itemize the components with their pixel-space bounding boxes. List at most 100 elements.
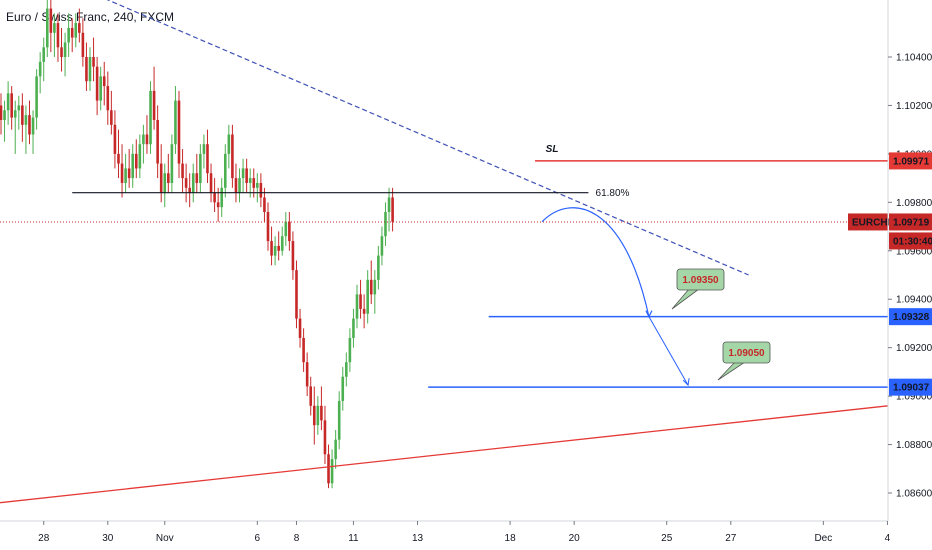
time-tick-label: 6 <box>255 533 261 544</box>
time-tick-label: 8 <box>294 533 300 544</box>
candle-body <box>74 23 78 38</box>
candle <box>142 124 145 164</box>
candle-body <box>117 153 120 164</box>
candle-body <box>348 337 352 363</box>
candle-body <box>99 76 102 101</box>
candle-body <box>13 110 17 118</box>
target-2-callout-text: 1.09050 <box>728 348 765 359</box>
candle-body <box>199 153 202 183</box>
candle-body <box>163 173 167 193</box>
candle-body <box>156 119 159 164</box>
candle <box>127 149 131 188</box>
candle-body <box>3 110 6 120</box>
candle-body <box>159 163 163 193</box>
candle <box>156 105 159 179</box>
candle <box>334 430 337 469</box>
candle <box>13 100 17 154</box>
candle <box>369 260 373 305</box>
target-1-callout-box <box>676 268 725 291</box>
price-tick-label: 1.09000 <box>896 392 932 403</box>
target-1-callout-pointer <box>671 288 701 310</box>
candle <box>330 449 334 489</box>
candle-body <box>312 405 316 426</box>
candle <box>56 13 60 62</box>
target-2-price-label: 1.09037 <box>893 383 930 394</box>
candle-body <box>170 144 174 183</box>
candle <box>234 163 238 203</box>
candle <box>110 90 113 135</box>
price-tick-label: 1.09400 <box>896 295 932 306</box>
candle <box>6 81 10 125</box>
candle-body <box>334 439 337 460</box>
candle <box>21 93 24 142</box>
candle <box>38 52 42 94</box>
candle <box>270 226 273 266</box>
candle-body <box>316 405 320 426</box>
candle <box>359 279 362 319</box>
candle-body <box>291 241 295 271</box>
time-tick-label: 27 <box>725 533 737 544</box>
candle-body <box>60 47 63 57</box>
candle <box>220 178 224 217</box>
candle-body <box>134 153 138 169</box>
candle-body <box>70 27 74 38</box>
candle-body <box>184 178 188 188</box>
candle-body <box>352 318 355 338</box>
candle-body <box>56 23 60 48</box>
candle <box>28 100 31 145</box>
candle-body <box>206 144 209 174</box>
price-tick-label: 1.09200 <box>896 343 932 354</box>
candle <box>362 294 366 329</box>
candle-body <box>149 90 152 145</box>
candle <box>209 163 213 203</box>
candle <box>10 86 13 130</box>
candle-body <box>359 294 362 309</box>
projection-line <box>648 316 689 386</box>
candle-body <box>17 105 21 111</box>
symbol-tag: EURCHF <box>852 217 894 228</box>
candle-body <box>181 163 184 179</box>
candle <box>231 124 234 188</box>
candle <box>337 391 341 450</box>
price-axis[interactable]: 1.104001.102001.100001.098001.096001.094… <box>887 0 932 521</box>
target-2-callout-box <box>722 341 771 364</box>
target-1-price-label-box <box>889 308 932 326</box>
candle-body <box>95 66 99 101</box>
price-tick-label: 1.08800 <box>896 440 932 451</box>
candle <box>159 144 163 203</box>
candle-body <box>216 202 220 208</box>
candle <box>309 376 313 416</box>
candle-body <box>174 100 177 145</box>
time-axis[interactable]: 28 30 Nov 6 8 11 13 18 20 25 27 Dec 4 <box>0 520 891 544</box>
price-tick-label: 1.10400 <box>896 53 932 64</box>
time-tick-label: 20 <box>569 533 581 544</box>
candle-body <box>131 153 135 179</box>
candle <box>355 284 359 329</box>
candle <box>60 27 63 72</box>
candle-body <box>88 57 92 82</box>
candle <box>323 405 327 464</box>
candle-body <box>366 279 369 314</box>
candle-body <box>195 173 199 183</box>
stop-loss-price-label: 1.09971 <box>893 156 930 167</box>
candle-body <box>6 93 10 111</box>
candle-body <box>145 134 149 145</box>
candle <box>67 13 70 57</box>
candle <box>152 66 156 130</box>
candle <box>138 134 142 179</box>
candle <box>102 61 106 106</box>
candle <box>45 0 49 57</box>
time-tick-label: 28 <box>38 533 50 544</box>
candle-body <box>295 270 298 319</box>
candle <box>134 139 138 179</box>
candle <box>377 245 380 290</box>
candle-body <box>302 337 305 363</box>
candle <box>3 100 6 142</box>
candle-body <box>263 197 266 213</box>
candle-body <box>273 245 277 256</box>
price-tick-label: 1.10200 <box>896 101 932 112</box>
projection-arrowhead <box>682 378 690 387</box>
time-tick-label: 25 <box>661 533 673 544</box>
candle <box>131 144 135 188</box>
